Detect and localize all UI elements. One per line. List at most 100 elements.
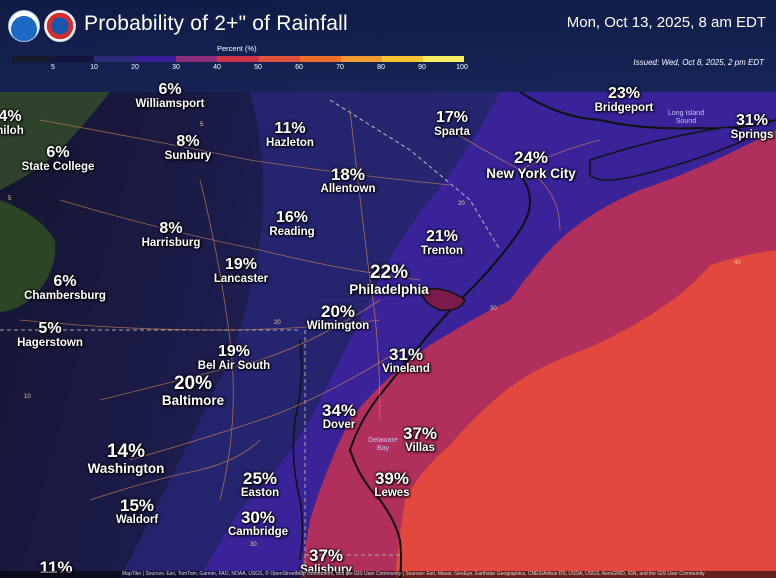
road-label: 30	[490, 306, 497, 312]
place-percent: 25%	[242, 469, 278, 488]
legend-tick: 10	[90, 64, 98, 71]
green-terrain-patch	[0, 92, 110, 190]
place-label[interactable]: 23% Bridgeport	[595, 86, 654, 115]
place-name: Waldorf	[115, 514, 159, 526]
place-percent: 6%	[158, 81, 182, 98]
place-percent: 4%	[0, 108, 22, 125]
issued-time: Issued: Wed, Oct 8, 2025, 2 pm EDT	[633, 58, 764, 67]
place-name: Lancaster	[213, 273, 269, 285]
place-name: Dover	[322, 419, 356, 431]
legend-title: Percent (%)	[217, 44, 257, 53]
water-label-long-island-sound: Long Island Sound	[667, 110, 705, 125]
road-label: 20	[458, 201, 465, 207]
place-name: Williamsport	[135, 98, 205, 110]
place-name: Wilmington	[306, 320, 370, 332]
place-label[interactable]: 11% Hazleton	[266, 121, 314, 150]
place-name: hiloh	[0, 125, 24, 137]
legend-tick: 5	[51, 64, 55, 71]
place-percent: 30%	[240, 508, 276, 527]
place-label[interactable]: 16% Reading	[269, 210, 314, 239]
place-label[interactable]: 19% Lancaster	[214, 257, 268, 286]
place-name: Reading	[269, 226, 315, 238]
legend-color-bar	[12, 56, 465, 62]
place-label[interactable]: 4%hiloh	[0, 109, 24, 138]
place-percent: 18%	[330, 165, 366, 184]
place-label[interactable]: 31% Springs	[731, 113, 774, 142]
nws-logo[interactable]	[44, 10, 76, 42]
place-label[interactable]: 37% Villas	[403, 425, 437, 455]
place-name: Washington	[87, 461, 165, 476]
nj-coastline	[348, 174, 531, 578]
place-percent: 31%	[388, 345, 424, 364]
road-label: 30	[250, 542, 257, 548]
legend-swatch	[217, 56, 259, 62]
place-label[interactable]: 37% Salisbury	[300, 547, 352, 577]
place-name: Chambersburg	[24, 290, 106, 302]
place-name: Hagerstown	[17, 337, 83, 349]
legend-tick: 60	[295, 64, 303, 71]
legend-swatch	[340, 56, 382, 62]
place-name: Philadelphia	[349, 282, 429, 297]
place-percent: 8%	[159, 220, 183, 237]
place-label[interactable]: 34% Dover	[322, 402, 356, 432]
legend-tick: 70	[336, 64, 344, 71]
place-label[interactable]: 30% Cambridge	[228, 509, 288, 539]
place-label[interactable]: 25% Easton	[241, 470, 279, 500]
place-name: Trenton	[420, 245, 464, 257]
place-percent: 24%	[513, 148, 549, 167]
place-percent: 31%	[735, 112, 769, 129]
legend-swatch	[176, 56, 218, 62]
legend-swatch	[258, 56, 300, 62]
legend-tick: 50	[254, 64, 262, 71]
place-name: Hazleton	[266, 137, 314, 149]
place-label[interactable]: 20% Wilmington	[307, 303, 370, 333]
place-name: Villas	[405, 442, 435, 454]
place-label[interactable]: 17% Sparta	[434, 110, 470, 139]
legend-swatch	[422, 56, 465, 62]
delaware-bay	[419, 288, 466, 312]
place-name: Bridgeport	[594, 102, 654, 114]
legend-swatch	[135, 56, 177, 62]
place-percent: 6%	[53, 273, 77, 290]
place-label[interactable]: 6% State College	[22, 145, 95, 174]
place-label[interactable]: 20% Baltimore	[162, 374, 224, 408]
place-name: Allentown	[320, 183, 376, 195]
place-label[interactable]: 19% Bel Air South	[198, 344, 270, 373]
noaa-logo[interactable]	[8, 10, 40, 42]
legend-tick: 80	[377, 64, 385, 71]
place-percent: 34%	[321, 401, 357, 420]
place-name: Vineland	[382, 363, 430, 375]
place-name: Salisbury	[300, 564, 352, 576]
place-name: Easton	[240, 487, 280, 499]
place-percent: 39%	[374, 469, 410, 488]
place-percent: 23%	[607, 85, 641, 102]
place-label[interactable]: 18% Allentown	[321, 166, 376, 196]
legend-tick: 40	[213, 64, 221, 71]
legend-tick: 100	[456, 64, 468, 71]
place-label[interactable]: 6% Williamsport	[136, 82, 205, 111]
place-name: State College	[21, 161, 95, 173]
legend-swatch	[299, 56, 341, 62]
place-label[interactable]: 6% Chambersburg	[24, 274, 106, 303]
legend-tick: 30	[172, 64, 180, 71]
state-border-dashed	[0, 329, 400, 578]
place-percent: 6%	[46, 144, 70, 161]
place-label[interactable]: 24% New York City	[486, 149, 576, 181]
map-title: Probability of 2+" of Rainfall	[84, 12, 348, 35]
place-label[interactable]: 8% Harrisburg	[142, 221, 201, 250]
road-label: 5	[8, 196, 12, 202]
place-label[interactable]: 39% Lewes	[374, 470, 409, 500]
place-label[interactable]: 15% Waldorf	[116, 497, 158, 527]
place-label[interactable]: 22% Philadelphia	[349, 263, 429, 297]
place-name: Lewes	[374, 487, 410, 499]
place-name: Bel Air South	[197, 360, 271, 372]
place-label[interactable]: 21% Trenton	[421, 229, 463, 258]
place-label[interactable]: 31% Vineland	[382, 346, 430, 376]
legend-tick: 90	[418, 64, 426, 71]
place-label[interactable]: 8% Sunbury	[165, 134, 212, 163]
legend-ticks: 5 10 20 30 40 50 60 70 80 90 100	[12, 64, 468, 76]
place-label[interactable]: 5% Hagerstown	[17, 321, 83, 350]
place-label[interactable]: 14% Washington	[88, 442, 165, 476]
